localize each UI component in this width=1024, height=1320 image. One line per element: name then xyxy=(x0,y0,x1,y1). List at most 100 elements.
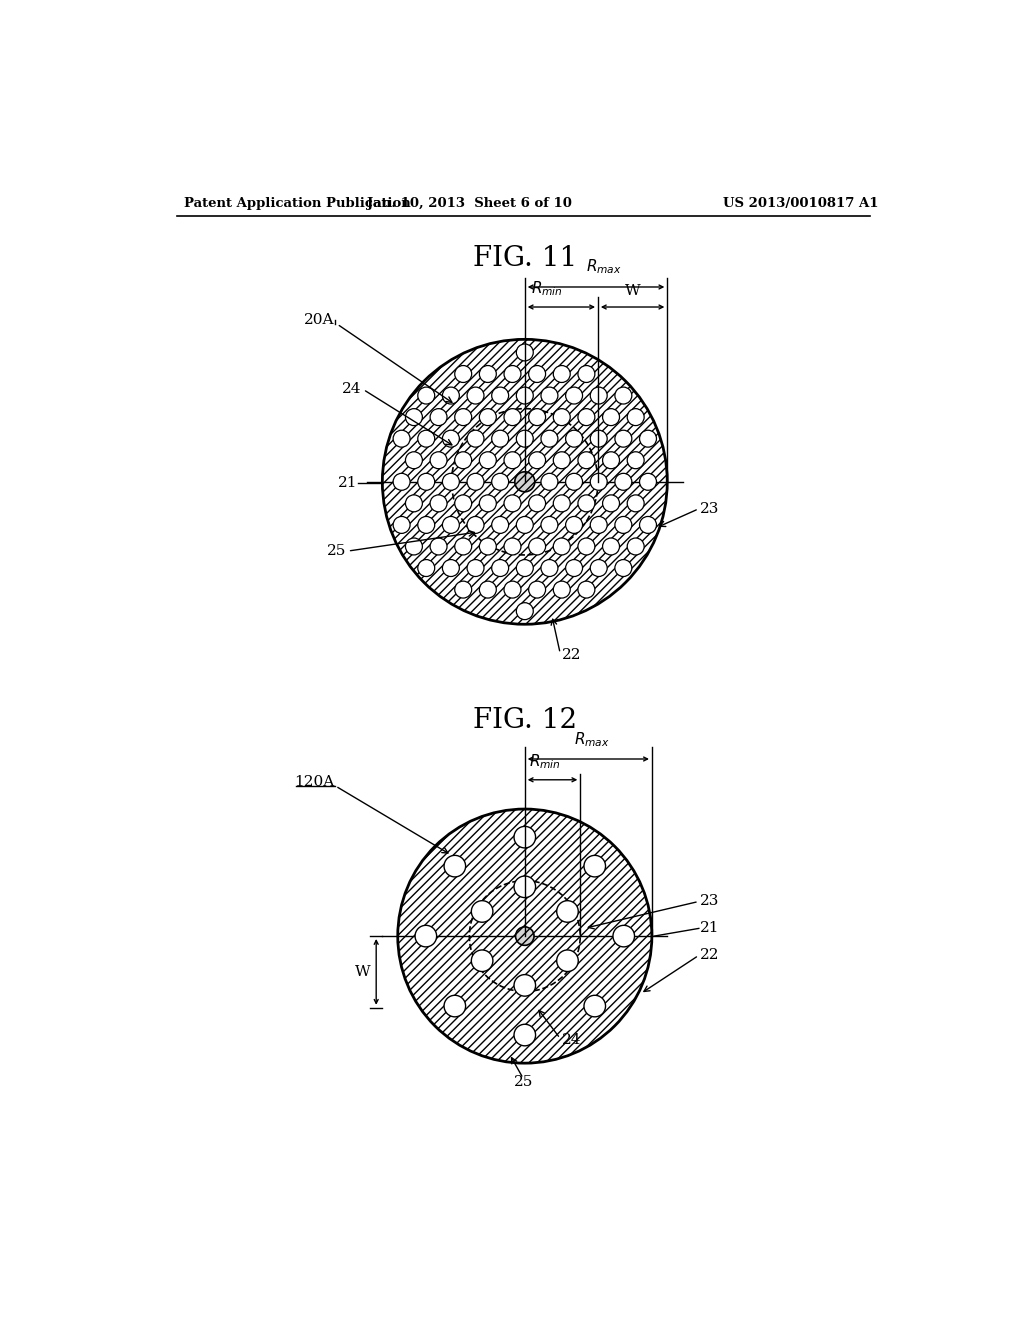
Circle shape xyxy=(640,430,656,447)
Circle shape xyxy=(541,474,558,490)
Circle shape xyxy=(553,581,570,598)
Circle shape xyxy=(471,900,493,923)
Circle shape xyxy=(584,855,605,876)
Circle shape xyxy=(516,603,534,619)
Circle shape xyxy=(516,387,534,404)
Circle shape xyxy=(528,366,546,383)
Circle shape xyxy=(578,539,595,554)
Circle shape xyxy=(514,826,536,847)
Text: Jan. 10, 2013  Sheet 6 of 10: Jan. 10, 2013 Sheet 6 of 10 xyxy=(367,197,571,210)
Circle shape xyxy=(492,474,509,490)
Circle shape xyxy=(418,430,435,447)
Circle shape xyxy=(444,995,466,1016)
Circle shape xyxy=(553,495,570,512)
Circle shape xyxy=(479,581,497,598)
Text: $R_{min}$: $R_{min}$ xyxy=(529,752,561,771)
Circle shape xyxy=(492,387,509,404)
Circle shape xyxy=(628,451,644,469)
Circle shape xyxy=(614,430,632,447)
Circle shape xyxy=(504,539,521,554)
Text: 22: 22 xyxy=(562,648,582,663)
Circle shape xyxy=(430,451,447,469)
Circle shape xyxy=(614,474,632,490)
Circle shape xyxy=(528,451,546,469)
Circle shape xyxy=(455,451,472,469)
Circle shape xyxy=(541,387,558,404)
Circle shape xyxy=(528,539,546,554)
Circle shape xyxy=(492,516,509,533)
Circle shape xyxy=(418,560,435,577)
Text: 21: 21 xyxy=(700,921,720,936)
Text: 21: 21 xyxy=(338,477,357,490)
Circle shape xyxy=(479,451,497,469)
Circle shape xyxy=(628,495,644,512)
Circle shape xyxy=(590,516,607,533)
Circle shape xyxy=(418,387,435,404)
Circle shape xyxy=(541,516,558,533)
Circle shape xyxy=(614,387,632,404)
Text: 23: 23 xyxy=(700,502,720,516)
Circle shape xyxy=(430,539,447,554)
Text: $R_{min}$: $R_{min}$ xyxy=(531,279,563,298)
Circle shape xyxy=(516,560,534,577)
Circle shape xyxy=(590,387,607,404)
Circle shape xyxy=(516,430,534,447)
Circle shape xyxy=(514,1024,536,1045)
Circle shape xyxy=(528,495,546,512)
Text: 24: 24 xyxy=(562,1034,582,1047)
Circle shape xyxy=(479,409,497,425)
Circle shape xyxy=(578,451,595,469)
Circle shape xyxy=(628,539,644,554)
Circle shape xyxy=(614,560,632,577)
Circle shape xyxy=(467,516,484,533)
Circle shape xyxy=(553,539,570,554)
Circle shape xyxy=(430,409,447,425)
Circle shape xyxy=(504,366,521,383)
Circle shape xyxy=(628,409,644,425)
Circle shape xyxy=(471,950,493,972)
Circle shape xyxy=(492,430,509,447)
Circle shape xyxy=(444,855,466,876)
Circle shape xyxy=(528,581,546,598)
Circle shape xyxy=(455,409,472,425)
Circle shape xyxy=(467,387,484,404)
Circle shape xyxy=(382,339,668,624)
Circle shape xyxy=(602,539,620,554)
Circle shape xyxy=(515,471,535,492)
Circle shape xyxy=(640,474,656,490)
Circle shape xyxy=(504,495,521,512)
Circle shape xyxy=(584,995,605,1016)
Circle shape xyxy=(393,474,410,490)
Circle shape xyxy=(553,366,570,383)
Circle shape xyxy=(406,451,422,469)
Circle shape xyxy=(602,451,620,469)
Circle shape xyxy=(442,560,460,577)
Circle shape xyxy=(418,516,435,533)
Circle shape xyxy=(578,409,595,425)
Circle shape xyxy=(602,495,620,512)
Circle shape xyxy=(553,451,570,469)
Circle shape xyxy=(430,495,447,512)
Circle shape xyxy=(406,495,422,512)
Circle shape xyxy=(516,345,534,360)
Text: FIG. 11: FIG. 11 xyxy=(473,246,577,272)
Circle shape xyxy=(467,560,484,577)
Circle shape xyxy=(406,539,422,554)
Circle shape xyxy=(455,495,472,512)
Circle shape xyxy=(640,516,656,533)
Circle shape xyxy=(614,516,632,533)
Circle shape xyxy=(565,387,583,404)
Circle shape xyxy=(479,366,497,383)
Text: 22: 22 xyxy=(700,948,720,962)
Circle shape xyxy=(590,560,607,577)
Text: W: W xyxy=(354,965,370,979)
Circle shape xyxy=(418,474,435,490)
Circle shape xyxy=(479,495,497,512)
Circle shape xyxy=(578,581,595,598)
Circle shape xyxy=(515,927,535,945)
Circle shape xyxy=(590,474,607,490)
Text: 25: 25 xyxy=(327,544,346,558)
Circle shape xyxy=(578,366,595,383)
Text: 120A: 120A xyxy=(294,775,335,789)
Circle shape xyxy=(442,474,460,490)
